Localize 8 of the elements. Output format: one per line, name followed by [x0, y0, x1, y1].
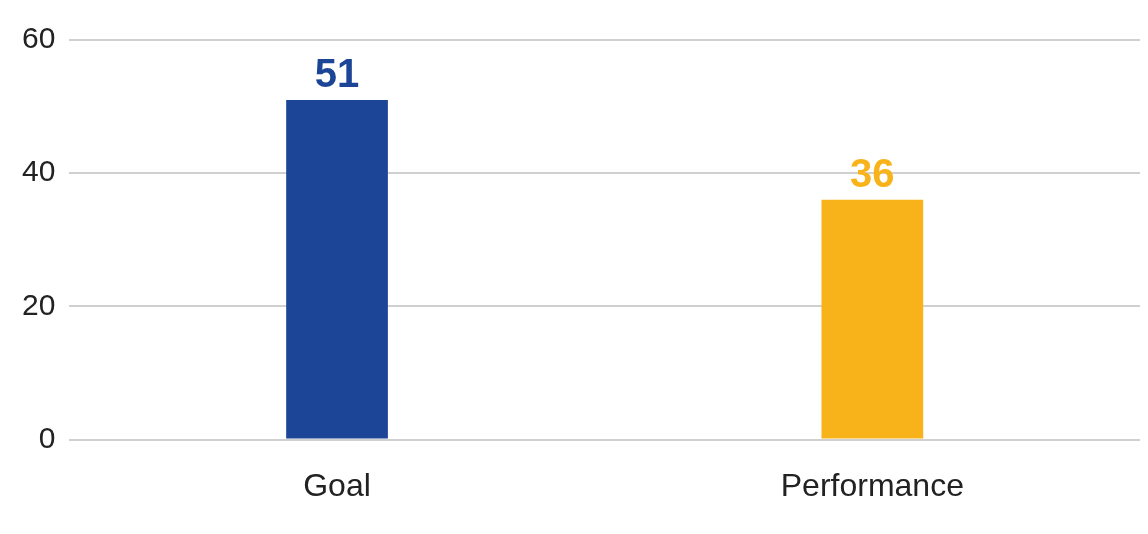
y-tick-label: 20 — [21, 287, 56, 321]
x-tick-label: Performance — [780, 466, 964, 503]
y-tick-label: 0 — [38, 420, 56, 454]
x-tick-label: Goal — [303, 466, 371, 503]
data-label: 51 — [314, 50, 360, 95]
data-label: 36 — [850, 150, 895, 195]
y-tick-label: 40 — [21, 154, 56, 188]
y-tick-label: 60 — [21, 21, 56, 55]
